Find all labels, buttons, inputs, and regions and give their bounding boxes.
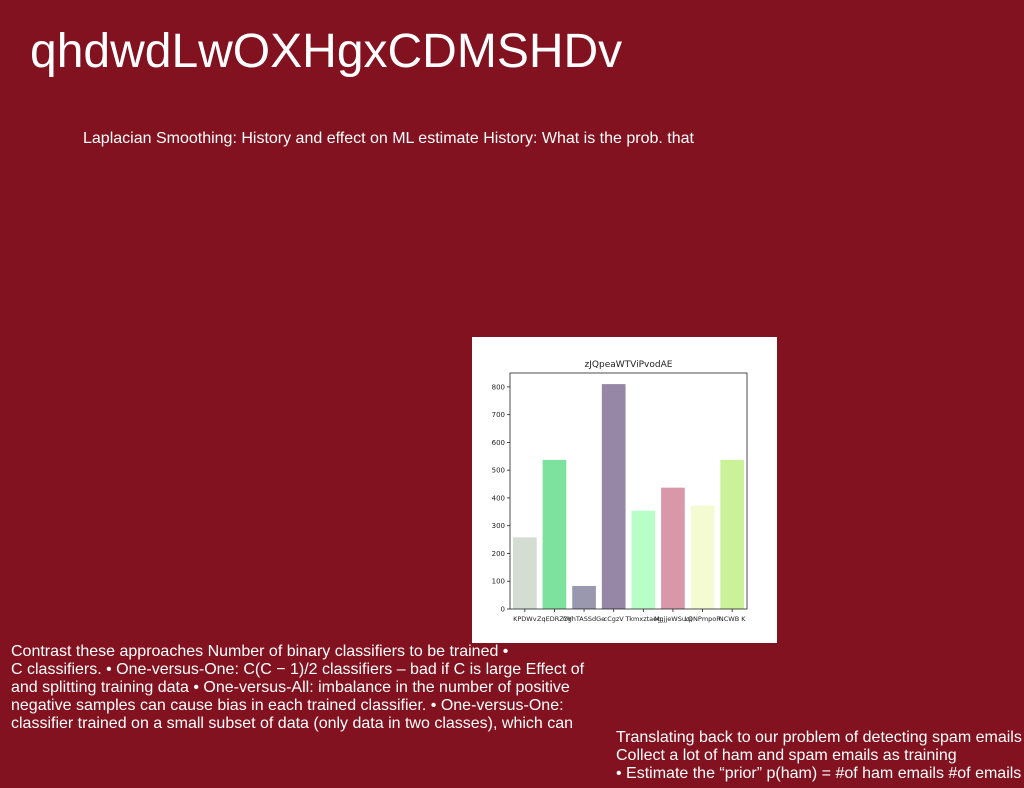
classifier-notes-line: classifier trained on a small subset of … — [11, 715, 574, 732]
chart-bar — [631, 510, 656, 609]
y-tick-label: 100 — [492, 578, 505, 586]
y-tick-label: 700 — [492, 411, 505, 419]
chart-bar — [572, 585, 596, 609]
chart-title: zJQpeaWTViPvodAE — [585, 360, 673, 370]
x-tick-label: LQNPmpoR — [684, 615, 721, 623]
bar-chart-panel: zJQpeaWTViPvodAE 0 100 200 300 400 500 600 700 80… — [472, 337, 777, 643]
bar-chart: zJQpeaWTViPvodAE 0 100 200 300 400 500 600 700 80… — [492, 360, 748, 623]
x-tick-label: Tkmxztaeg — [624, 615, 661, 623]
chart-bar — [542, 459, 567, 609]
x-tick-label: OYhTASSdGe — [563, 615, 605, 623]
spam-notes-line: • Estimate the “prior” p(ham) = #of ham … — [616, 765, 1024, 782]
y-tick-label: 200 — [492, 550, 505, 558]
y-tick-label: 500 — [492, 467, 505, 475]
chart-bar — [690, 505, 715, 609]
x-tick-label: cCgzV — [604, 615, 625, 623]
classifier-notes-line: C classifiers. • One-versus-One: C(C − 1… — [11, 661, 585, 678]
x-tick-label: MgjjeWSuqi — [654, 615, 692, 623]
spam-notes-block: Translating back to our problem of detec… — [616, 729, 1024, 783]
classifier-notes-line: Contrast these approaches Number of bina… — [11, 643, 509, 660]
x-tick-label: NCWB K — [719, 615, 746, 623]
slide-subtitle: Laplacian Smoothing: History and effect … — [83, 130, 694, 147]
chart-bar — [601, 384, 626, 609]
spam-notes-line: Collect a lot of ham and spam emails as … — [616, 747, 957, 764]
slide-title: qhdwdLwOXHgxCDMSHDv — [30, 25, 623, 78]
chart-bar — [661, 487, 685, 609]
classifier-notes-line: and splitting training data • One-versus… — [11, 679, 570, 696]
chart-bar — [720, 459, 745, 609]
x-tick-label: ZqEDRZYg — [537, 615, 572, 623]
plot-frame — [509, 372, 748, 610]
chart-bar — [512, 537, 537, 609]
y-tick-label: 0 — [501, 606, 505, 614]
y-tick-label: 300 — [492, 522, 505, 530]
spam-notes-line: Translating back to our problem of detec… — [616, 729, 1022, 746]
y-tick-label: 600 — [492, 439, 505, 447]
classifier-notes-line: negative samples can cause bias in each … — [11, 697, 564, 714]
classifier-notes-block: Contrast these approaches Number of bina… — [11, 643, 584, 733]
y-tick-label: 800 — [492, 383, 505, 391]
x-tick-label: KPDWv — [513, 615, 537, 623]
y-tick-label: 400 — [492, 494, 505, 502]
